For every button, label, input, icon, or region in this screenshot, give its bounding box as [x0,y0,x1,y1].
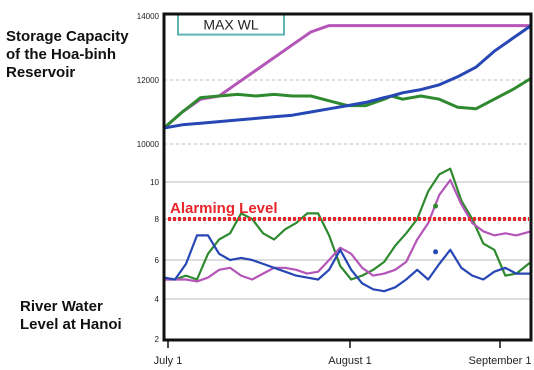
water-level-green-marker [433,203,439,209]
y-tick-label: 10 [150,178,159,187]
water-level-green-line [164,167,532,281]
y-tick-label: 2 [155,335,160,344]
water-level-blue-line [163,234,531,293]
max-wl-label: MAX WL [203,17,258,33]
y-tick-label: 12000 [137,76,160,85]
y-tick-label: 14000 [137,12,160,21]
water-level-blue-marker [433,249,439,255]
y-tick-label: 6 [155,256,160,265]
lower-panel-label: River Water Level at Hanoi [20,298,122,333]
x-tick-label: September 1 [469,355,532,367]
alarming-level-label: Alarming Level [170,200,278,217]
storage-green-line [163,77,532,130]
x-tick-label: August 1 [328,355,371,367]
y-tick-label: 8 [155,215,160,224]
x-tick-label: July 1 [154,355,183,367]
y-tick-label: 10000 [137,140,160,149]
upper-panel-label: Storage Capacity of the Hoa-binh Reservo… [6,28,129,81]
chart-frame [162,12,533,342]
storage-magenta-line [163,24,531,130]
water-level-magenta-line [164,179,532,283]
storage-blue-line [163,24,532,130]
y-tick-label: 4 [155,295,160,304]
